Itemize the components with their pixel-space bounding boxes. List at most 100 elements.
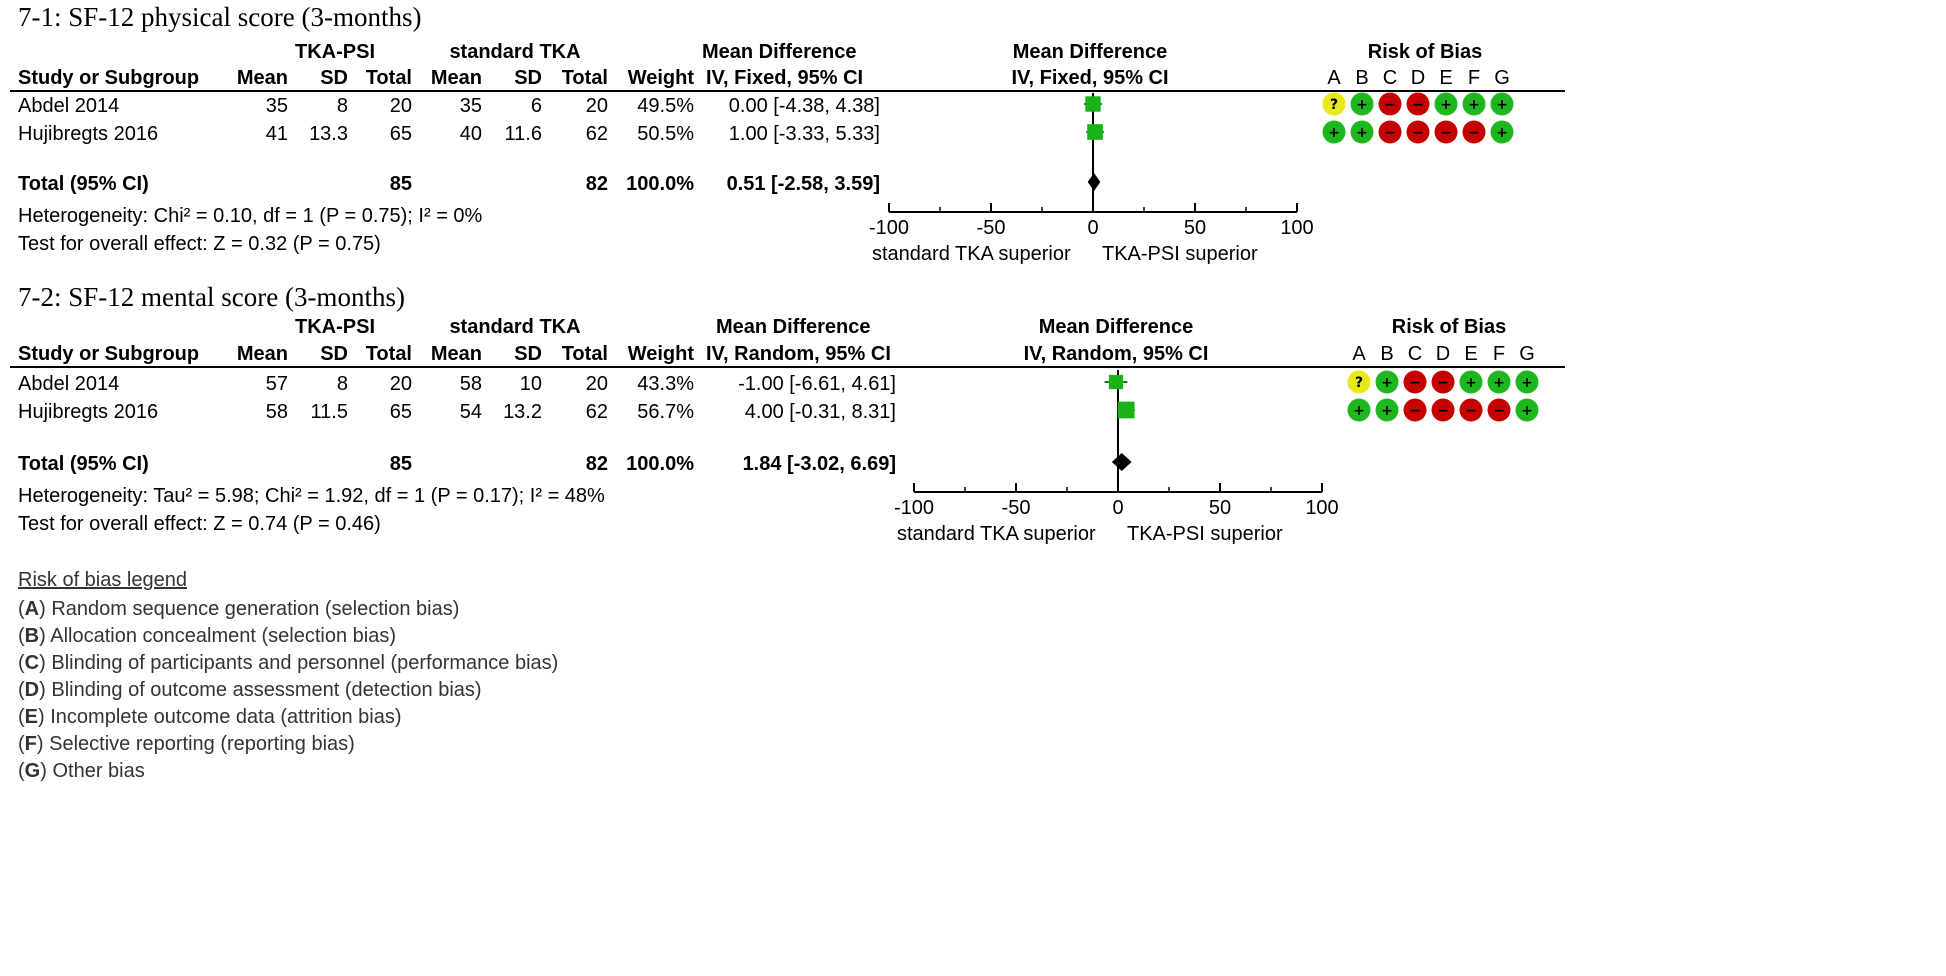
x-tick-label: -100 <box>869 217 909 239</box>
rob-unclear-circle <box>1347 370 1371 394</box>
study-col-header: Study or Subgroup <box>18 67 200 89</box>
legend-item-c: (C) Blinding of participants and personn… <box>18 652 559 674</box>
plot-header: Mean Difference <box>1038 316 1194 338</box>
rob-low-circle <box>1434 92 1458 116</box>
rob-column-f: F <box>1467 67 1481 89</box>
axis-left-label: standard TKA superior <box>872 243 1071 265</box>
legend-text: Blinding of participants and personnel (… <box>45 652 559 674</box>
rob-symbol: + <box>1356 125 1368 141</box>
plot-method-header: IV, Fixed, 95% CI <box>1011 67 1169 89</box>
n1-cell: 65 <box>389 123 412 145</box>
total-label: Total (95% CI) <box>18 173 149 195</box>
heterogeneity-text: Heterogeneity: Tau² = 5.98; Chi² = 1.92,… <box>18 485 605 507</box>
n1-cell: 20 <box>389 373 412 395</box>
md-method-header: IV, Fixed, 95% CI <box>706 67 864 89</box>
legend-text: Selective reporting (reporting bias) <box>43 733 355 755</box>
ci-cell: -1.00 [-6.61, 4.61] <box>738 373 896 395</box>
x-tick-label: -50 <box>977 217 1006 239</box>
mean2-cell: 54 <box>459 401 482 423</box>
sd2-col-header: SD <box>514 67 542 89</box>
total1-col-header: Total <box>365 343 412 365</box>
rob-column-e: E <box>1464 343 1478 365</box>
rob-column-f: F <box>1492 343 1506 365</box>
total-n1: 85 <box>389 453 412 475</box>
sd1-col-header: SD <box>320 343 348 365</box>
plot-method-header: IV, Random, 95% CI <box>1023 343 1209 365</box>
rob-high-circle <box>1403 370 1427 394</box>
heterogeneity-text: Heterogeneity: Chi² = 0.10, df = 1 (P = … <box>18 205 483 227</box>
chart-title: 7-2: SF-12 mental score (3-months) <box>18 282 405 312</box>
weight-cell: 43.3% <box>637 373 694 395</box>
total-n2: 82 <box>585 453 608 475</box>
group2-header: standard TKA <box>449 41 581 63</box>
rob-low-circle <box>1375 370 1399 394</box>
sd2-col-header: SD <box>514 343 542 365</box>
rob-symbol: + <box>1468 97 1480 113</box>
effect-square <box>1117 401 1135 419</box>
rob-column-d: D <box>1410 67 1426 89</box>
chart-title: 7-1: SF-12 physical score (3-months) <box>18 2 422 32</box>
weight-col-header: Weight <box>627 67 694 89</box>
mean2-cell: 40 <box>459 123 482 145</box>
md-header: Mean Difference <box>702 41 857 63</box>
effect-square <box>1108 374 1124 390</box>
rob-low-circle <box>1515 398 1539 422</box>
rob-symbol: − <box>1437 403 1449 419</box>
rob-high-circle <box>1431 370 1455 394</box>
rob-symbol: + <box>1496 97 1508 113</box>
rob-high-circle <box>1431 398 1455 422</box>
weight-cell: 56.7% <box>637 401 694 423</box>
study-name: Hujibregts 2016 <box>18 123 159 145</box>
overall-effect-text: Test for overall effect: Z = 0.32 (P = 0… <box>18 233 381 255</box>
sd1-cell: 13.3 <box>309 123 348 145</box>
rob-symbol: − <box>1465 403 1477 419</box>
study-col-header: Study or Subgroup <box>18 343 200 365</box>
rob-low-circle <box>1515 370 1539 394</box>
ci-cell: 4.00 [-0.31, 8.31] <box>744 401 896 423</box>
axis-right-label: TKA-PSI superior <box>1127 523 1283 545</box>
legend-text: Other bias <box>46 760 145 782</box>
legend-item-a: (A) Random sequence generation (selectio… <box>18 598 460 620</box>
group1-header: TKA-PSI <box>295 316 375 338</box>
rob-low-circle <box>1375 398 1399 422</box>
pooled-diamond <box>1087 173 1101 191</box>
rob-symbol: + <box>1496 125 1508 141</box>
legend-letter: G <box>24 760 41 782</box>
rob-column-a: A <box>1327 67 1341 89</box>
sd2-cell: 10 <box>519 373 542 395</box>
ci-cell: 1.00 [-3.33, 5.33] <box>728 123 880 145</box>
rob-column-c: C <box>1407 343 1423 365</box>
x-tick-label: 0 <box>1112 497 1123 519</box>
rob-column-b: B <box>1380 343 1394 365</box>
rob-high-circle <box>1434 120 1458 144</box>
x-tick-label: -50 <box>1002 497 1031 519</box>
legend-text: Incomplete outcome data (attrition bias) <box>44 706 402 728</box>
total1-col-header: Total <box>365 67 412 89</box>
n1-cell: 65 <box>389 401 412 423</box>
rob-symbol: − <box>1440 125 1452 141</box>
rob-low-circle <box>1487 370 1511 394</box>
header-rule <box>10 366 1565 368</box>
legend-letter: D <box>24 679 40 701</box>
mean1-cell: 57 <box>265 373 288 395</box>
axis-left-label: standard TKA superior <box>897 523 1096 545</box>
rob-symbol: + <box>1493 375 1505 391</box>
rob-low-circle <box>1490 120 1514 144</box>
total2-col-header: Total <box>561 67 608 89</box>
mean1-cell: 41 <box>265 123 288 145</box>
legend-text: Allocation concealment (selection bias) <box>45 625 396 647</box>
total2-col-header: Total <box>561 343 608 365</box>
mean2-cell: 58 <box>459 373 482 395</box>
x-tick-label: 100 <box>1280 217 1313 239</box>
effect-square <box>1085 96 1101 112</box>
group2-header: standard TKA <box>449 316 581 338</box>
legend-letter: F <box>24 733 37 755</box>
mean1-cell: 35 <box>265 95 288 117</box>
rob-symbol: + <box>1356 97 1368 113</box>
rob-high-circle <box>1378 120 1402 144</box>
x-tick-label: 0 <box>1087 217 1098 239</box>
rob-symbol: + <box>1353 403 1365 419</box>
